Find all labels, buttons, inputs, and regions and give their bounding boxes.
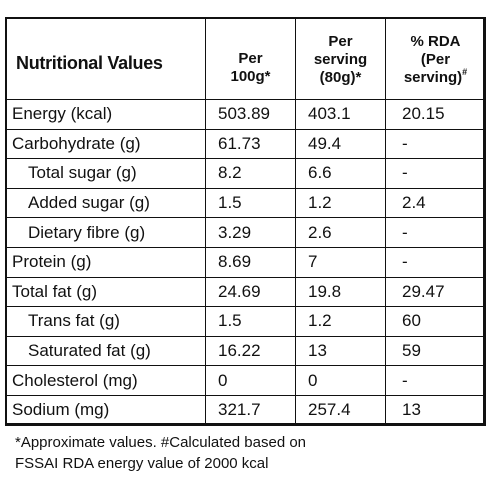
- table-row: Saturated fat (g) 16.22 13 59: [5, 335, 486, 367]
- rda-line2: (Per: [420, 50, 451, 68]
- value-per-serving: 1.2: [295, 306, 386, 337]
- value-rda: -: [385, 158, 486, 189]
- footnote-line1: *Approximate values. #Calculated based o…: [15, 434, 307, 451]
- table-row: Added sugar (g) 1.5 1.2 2.4: [5, 187, 486, 219]
- value-per-100g: 8.2: [205, 158, 296, 189]
- column-header-rda: % RDA (Per serving)#: [385, 17, 486, 100]
- serving-line2: serving: [313, 50, 368, 68]
- value-rda: 29.47: [385, 276, 486, 308]
- value-per-serving: 403.1: [295, 99, 386, 130]
- table-row: Total sugar (g) 8.2 6.6-: [5, 158, 486, 189]
- table-row: Dietary fibre (g) 3.29 2.6-: [5, 217, 486, 248]
- table-title: Nutritional Values: [5, 17, 206, 100]
- rda-line3: serving): [403, 68, 463, 86]
- nutrient-name: Sodium (mg): [5, 394, 206, 426]
- value-rda: -: [385, 217, 486, 248]
- nutrient-name: Cholesterol (mg): [5, 365, 206, 396]
- nutrition-table: Nutritional Values Per 100g* Per serving…: [5, 17, 486, 426]
- column-header-per-serving: Per serving (80g)*: [295, 17, 386, 100]
- serving-line3: (80g)*: [319, 68, 362, 86]
- table-body: Energy (kcal) 503.89 403.1 20.15 Carbohydrat…: [5, 99, 486, 426]
- nutrient-name: Protein (g): [5, 246, 206, 278]
- value-per-100g: 503.89: [205, 99, 296, 130]
- table-row: Total fat (g) 24.69 19.8 29.47: [5, 276, 486, 308]
- value-per-serving: 257.4: [295, 394, 386, 426]
- value-rda: 59: [385, 335, 486, 367]
- rda-line1: % RDA: [410, 32, 461, 50]
- value-per-serving: 0: [295, 365, 386, 396]
- nutrient-name: Total fat (g): [5, 276, 206, 308]
- value-rda: -: [385, 128, 486, 160]
- nutrient-name: Added sugar (g): [5, 187, 206, 219]
- table-row: Sodium (mg) 321.7 257.4 13: [5, 394, 486, 426]
- nutrient-name: Total sugar (g): [5, 158, 206, 189]
- nutrient-name: Carbohydrate (g): [5, 128, 206, 160]
- table-row: Carbohydrate (g) 61.73 49.4-: [5, 128, 486, 160]
- value-rda: 2.4: [385, 187, 486, 219]
- table-row: Trans fat (g) 1.5 1.2 60: [5, 306, 486, 337]
- value-rda: -: [385, 365, 486, 396]
- value-rda: 13: [385, 394, 486, 426]
- nutrient-name: Saturated fat (g): [5, 335, 206, 367]
- footnote-line2: FSSAI RDA energy value of 2000 kcal: [15, 455, 269, 472]
- value-rda: 20.15: [385, 99, 486, 130]
- value-per-serving: 6.6: [295, 158, 386, 189]
- table-row: Cholesterol (mg) 0 0-: [5, 365, 486, 396]
- value-per-100g: 16.22: [205, 335, 296, 367]
- value-per-100g: 61.73: [205, 128, 296, 160]
- value-per-serving: 1.2: [295, 187, 386, 219]
- serving-line1: Per: [328, 32, 353, 50]
- value-per-100g: 24.69: [205, 276, 296, 308]
- value-per-100g: 1.5: [205, 187, 296, 219]
- per100-line2: 100g*: [230, 67, 271, 85]
- value-per-100g: 8.69: [205, 246, 296, 278]
- column-header-per-100g: Per 100g*: [205, 17, 296, 100]
- value-rda: 60: [385, 306, 486, 337]
- value-rda: -: [385, 246, 486, 278]
- value-per-100g: 321.7: [205, 394, 296, 426]
- footnote: *Approximate values. #Calculated based o…: [15, 432, 485, 474]
- value-per-100g: 1.5: [205, 306, 296, 337]
- value-per-100g: 3.29: [205, 217, 296, 248]
- value-per-serving: 19.8: [295, 276, 386, 308]
- nutrient-name: Trans fat (g): [5, 306, 206, 337]
- value-per-serving: 49.4: [295, 128, 386, 160]
- value-per-100g: 0: [205, 365, 296, 396]
- value-per-serving: 7: [295, 246, 386, 278]
- value-per-serving: 2.6: [295, 217, 386, 248]
- rda-footnote-mark: #: [462, 66, 468, 77]
- table-row: Energy (kcal) 503.89 403.1 20.15: [5, 99, 486, 130]
- table-row: Protein (g) 8.69 7-: [5, 246, 486, 278]
- per100-line1: Per: [238, 49, 263, 67]
- nutrient-name: Energy (kcal): [5, 99, 206, 130]
- table-header-row: Nutritional Values Per 100g* Per serving…: [5, 17, 486, 100]
- value-per-serving: 13: [295, 335, 386, 367]
- nutrient-name: Dietary fibre (g): [5, 217, 206, 248]
